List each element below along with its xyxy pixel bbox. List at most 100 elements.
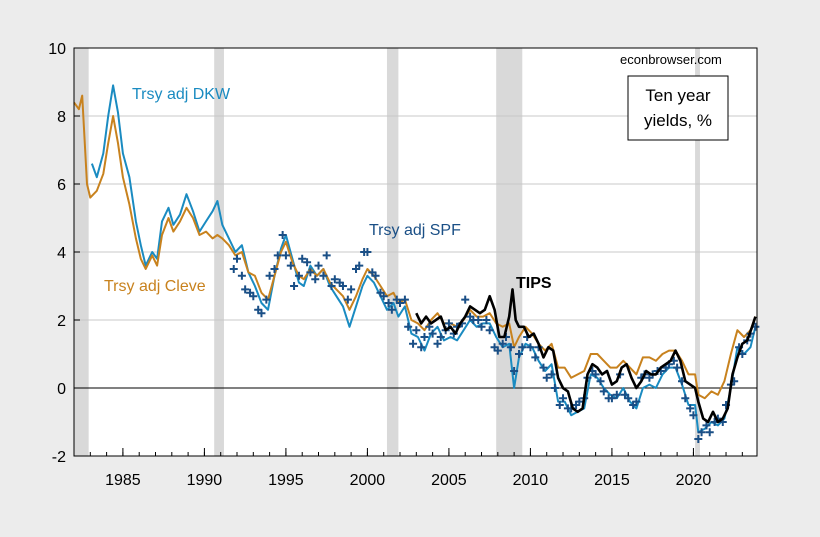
x-tick-label: 2010 bbox=[513, 472, 549, 489]
spf-point bbox=[559, 394, 568, 403]
x-tick-label: 2000 bbox=[350, 472, 386, 489]
spf-point bbox=[347, 285, 356, 294]
spf-point bbox=[409, 339, 418, 348]
spf-point bbox=[697, 428, 706, 437]
spf-point bbox=[510, 367, 519, 375]
legend-box-line1: Ten year bbox=[645, 86, 711, 105]
series-tips-line bbox=[415, 288, 757, 424]
label-trsy-adj-spf: Trsy adj SPF bbox=[369, 222, 461, 239]
x-tick-label: 1990 bbox=[187, 472, 223, 489]
spf-point bbox=[607, 394, 616, 403]
spf-point bbox=[433, 339, 442, 348]
spf-point bbox=[681, 394, 690, 403]
spf-point bbox=[273, 251, 282, 260]
spf-point bbox=[412, 326, 421, 335]
spf-point bbox=[673, 363, 682, 372]
spf-point bbox=[237, 271, 246, 280]
spf-point bbox=[694, 435, 703, 443]
spf-point bbox=[612, 390, 621, 399]
x-tick-label: 2020 bbox=[676, 472, 712, 489]
spf-point bbox=[547, 370, 556, 379]
spf-point bbox=[311, 275, 320, 284]
spf-point bbox=[338, 282, 347, 290]
spf-point bbox=[515, 350, 524, 358]
series-dkw-line bbox=[90, 84, 757, 434]
legend-box-line2: yields, % bbox=[644, 111, 712, 130]
spf-point bbox=[498, 339, 507, 348]
spf-point bbox=[262, 295, 271, 304]
spf-point bbox=[555, 401, 564, 409]
spf-point bbox=[550, 384, 559, 392]
spf-point bbox=[702, 421, 711, 430]
spf-point bbox=[303, 258, 312, 267]
spf-point bbox=[371, 271, 380, 280]
spf-point bbox=[705, 428, 714, 437]
spf-point bbox=[286, 261, 295, 270]
spf-point bbox=[461, 295, 470, 304]
spf-point bbox=[396, 299, 405, 307]
spf-point bbox=[387, 305, 396, 314]
spf-point bbox=[400, 295, 409, 304]
spf-point bbox=[575, 397, 584, 406]
x-tick-label: 2015 bbox=[594, 472, 630, 489]
spf-point bbox=[298, 254, 307, 263]
legend-box-frame bbox=[627, 75, 729, 141]
spf-point bbox=[281, 251, 290, 260]
spf-point bbox=[363, 248, 372, 256]
spf-point bbox=[257, 309, 266, 318]
spf-point bbox=[294, 271, 303, 280]
x-tick-label: 1995 bbox=[268, 472, 304, 489]
spf-point bbox=[428, 329, 437, 338]
spf-point bbox=[314, 261, 323, 270]
spf-point bbox=[689, 411, 698, 420]
spf-point bbox=[343, 295, 352, 304]
spf-point bbox=[518, 343, 527, 352]
y-tick-label: 6 bbox=[57, 177, 66, 194]
y-tick-label: 2 bbox=[57, 313, 66, 330]
spf-point bbox=[632, 397, 641, 406]
spf-point bbox=[506, 343, 515, 352]
spf-point bbox=[686, 404, 695, 413]
spf-point bbox=[355, 261, 364, 270]
label-tips: TIPS bbox=[516, 275, 552, 292]
x-tick-label: 1985 bbox=[105, 472, 141, 489]
spf-point bbox=[404, 322, 413, 331]
y-tick-label: 10 bbox=[48, 41, 66, 58]
spf-point bbox=[482, 316, 491, 324]
series-layer bbox=[73, 84, 760, 443]
spf-point bbox=[229, 265, 238, 273]
y-tick-label: -2 bbox=[52, 449, 66, 466]
spf-point bbox=[265, 271, 274, 280]
x-tick-label: 2005 bbox=[431, 472, 467, 489]
spf-point bbox=[319, 271, 328, 280]
y-tick-label: 8 bbox=[57, 109, 66, 126]
spf-point bbox=[327, 282, 336, 290]
spf-point bbox=[241, 285, 250, 294]
spf-point bbox=[444, 319, 453, 328]
legend-box: Ten year yields, % bbox=[627, 75, 729, 141]
spf-point bbox=[290, 282, 299, 290]
spf-point bbox=[596, 377, 605, 386]
spf-point bbox=[474, 316, 483, 324]
spf-point bbox=[379, 292, 388, 301]
spf-point bbox=[306, 268, 315, 277]
spf-point bbox=[425, 322, 434, 331]
spf-point bbox=[233, 254, 242, 263]
spf-point bbox=[436, 333, 445, 341]
axes: -2 0 2 4 6 8 10 1985 1990 1995 2000 2005 2010 2015 202… bbox=[48, 41, 743, 489]
spf-point bbox=[493, 346, 502, 355]
spf-point bbox=[591, 370, 600, 379]
spf-point bbox=[249, 292, 258, 301]
y-tick-label: 0 bbox=[57, 381, 66, 398]
spf-point bbox=[477, 322, 486, 331]
label-trsy-adj-dkw: Trsy adj DKW bbox=[132, 86, 231, 103]
source-note: econbrowser.com bbox=[620, 52, 722, 67]
spf-point bbox=[270, 265, 279, 273]
spf-point bbox=[599, 387, 608, 396]
spf-point bbox=[417, 343, 426, 352]
y-tick-label: 4 bbox=[57, 245, 66, 262]
spf-point bbox=[330, 275, 339, 284]
spf-point bbox=[539, 363, 548, 372]
spf-point bbox=[420, 333, 429, 341]
